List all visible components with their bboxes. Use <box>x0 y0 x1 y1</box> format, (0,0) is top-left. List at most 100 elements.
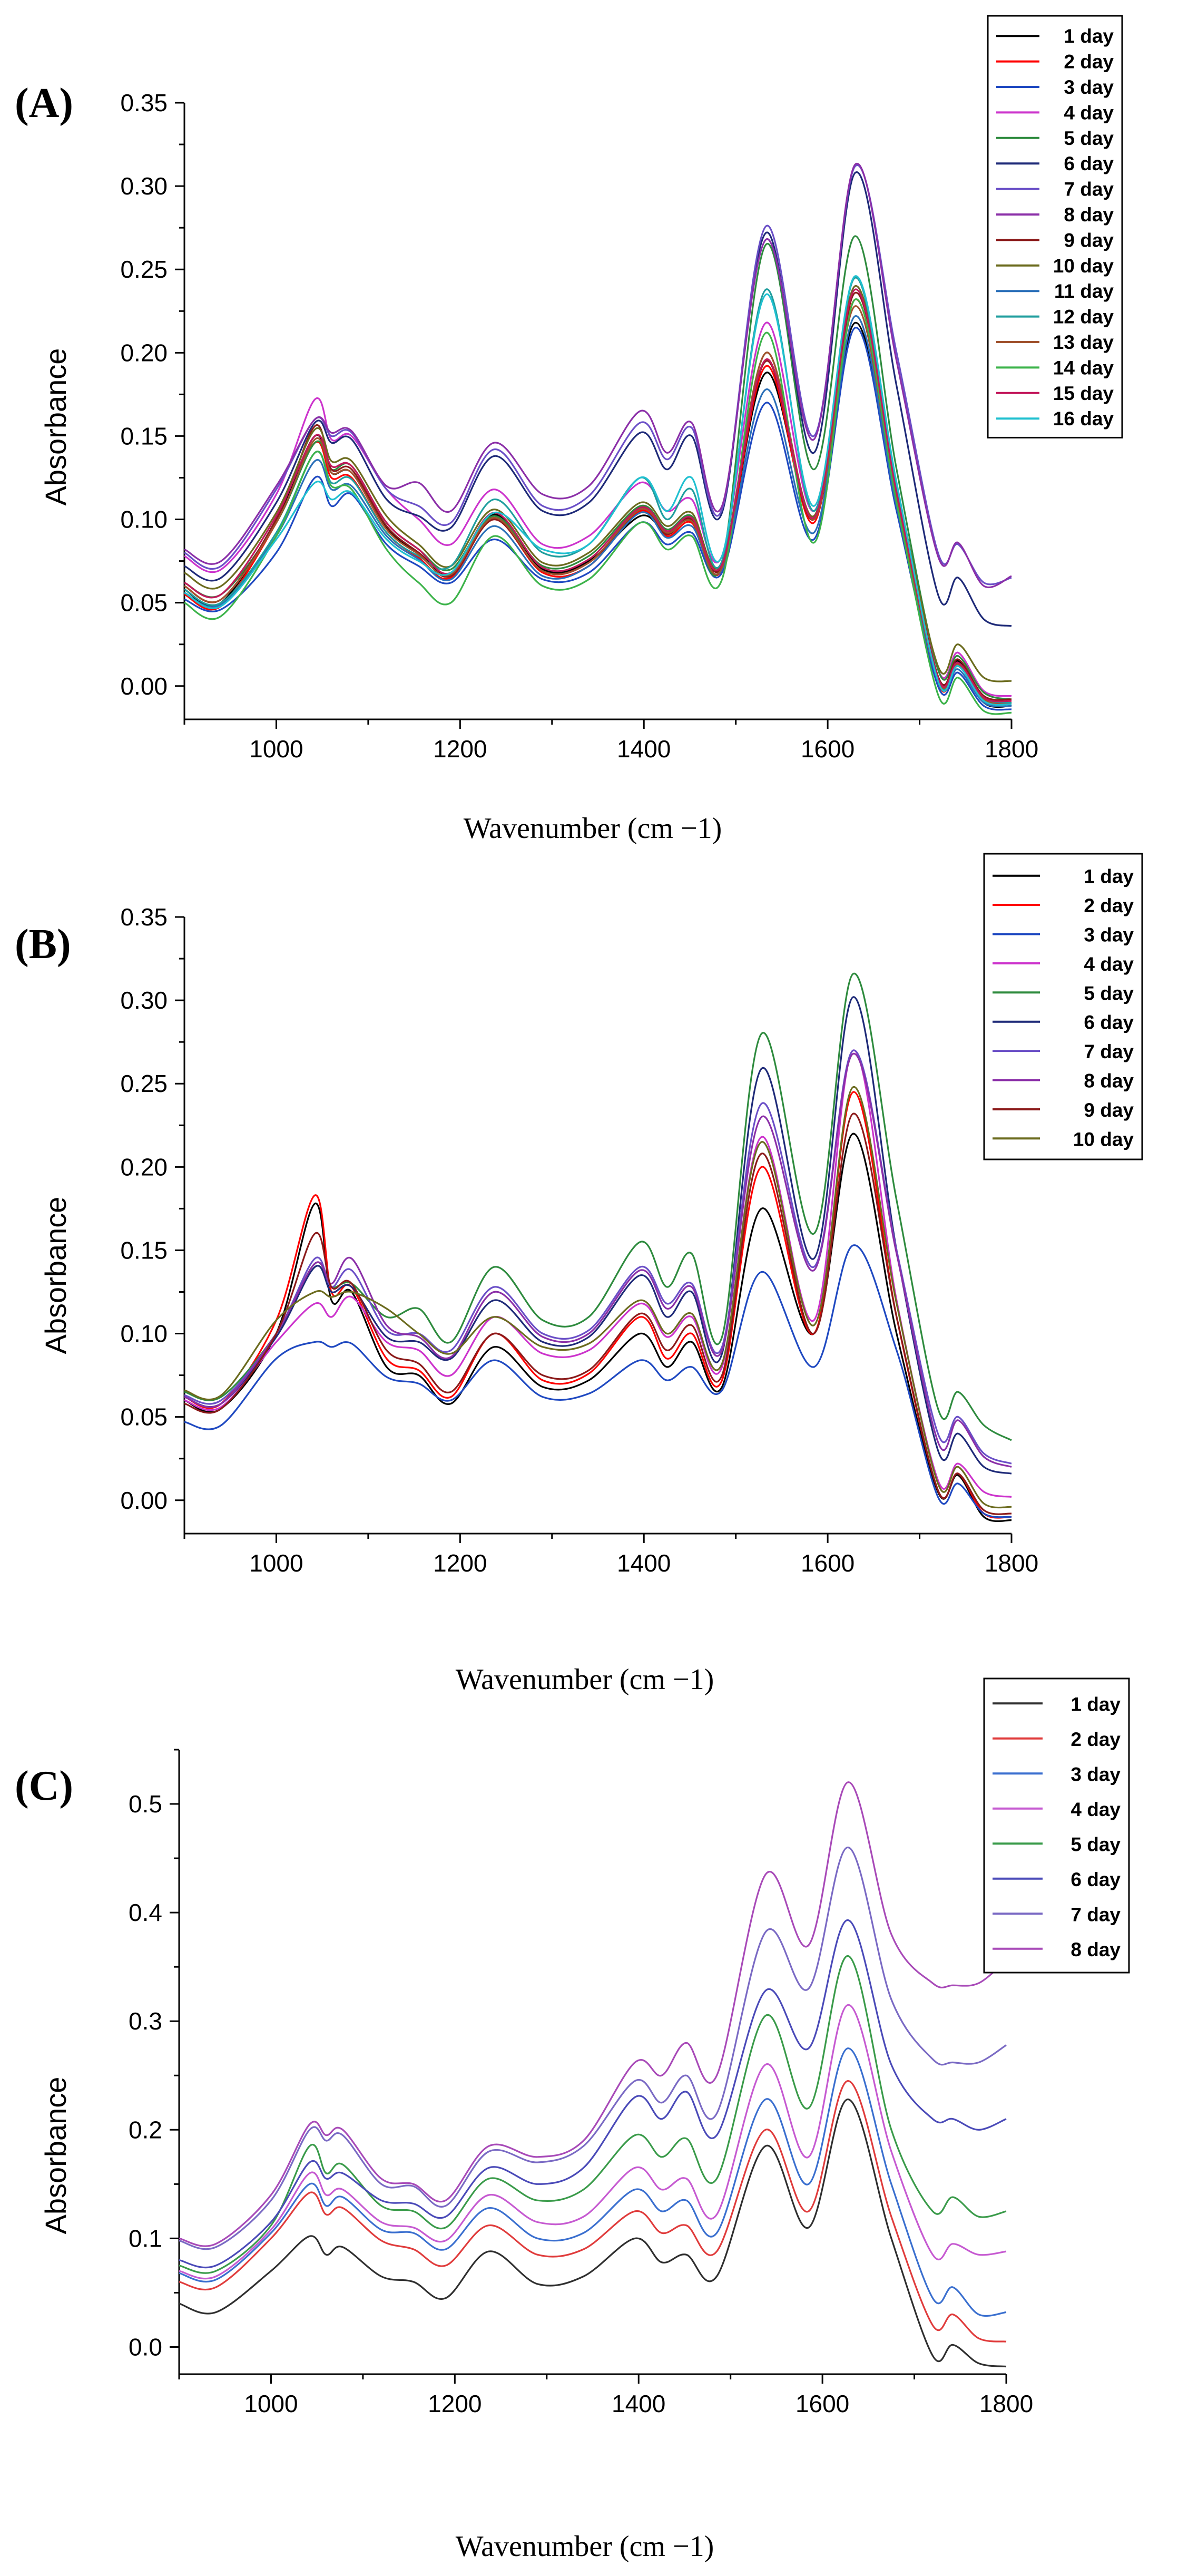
y-tick-label-b: 0.10 <box>120 1320 168 1348</box>
legend-label-c: 1 day <box>1071 1693 1121 1715</box>
series-line-b-8 <box>184 1052 1012 1468</box>
legend-label-c: 5 day <box>1071 1833 1121 1855</box>
legend-label-a: 5 day <box>1064 128 1114 149</box>
y-tick-label-c: 0.5 <box>129 1790 162 1818</box>
x-tick-label-c: 1200 <box>428 2390 482 2417</box>
legend-label-a: 1 day <box>1064 25 1114 47</box>
x-tick-label-a: 1200 <box>433 735 487 763</box>
y-tick-label-b: 0.35 <box>120 903 168 931</box>
series-line-b-5 <box>184 972 1012 1441</box>
panel-b: (B) 0.00 0.05 0.10 0.15 0.20 0.25 0.30 0.35 1000… <box>15 853 1143 1696</box>
series-line-c-4 <box>179 2004 1007 2280</box>
y-tick-label-a: 0.00 <box>120 672 168 700</box>
y-tick-label-b: 0.05 <box>120 1403 168 1431</box>
legend-c: 1 day 2 day 3 day 4 day 5 day 6 day 7 day 8 day <box>983 1677 1130 1974</box>
x-tick-label-c: 1400 <box>612 2390 665 2417</box>
series-line-b-3 <box>184 1244 1012 1518</box>
series-line-c-1 <box>179 2099 1007 2368</box>
y-tick-label-b: 0.25 <box>120 1070 168 1097</box>
legend-label-b: 9 day <box>1084 1099 1134 1121</box>
y-tick-label-a: 0.20 <box>120 339 168 366</box>
y-axis-title-c: Absorbance <box>39 2077 72 2235</box>
y-tick-label-a: 0.05 <box>120 589 168 617</box>
series-line-a-14 <box>184 298 1012 715</box>
plot-area-c: 0.0 0.1 0.2 0.3 0.4 0.5 1000 1200 1400 1600 1800 <box>129 1749 1033 2417</box>
y-tick-label-c: 0.0 <box>129 2333 162 2360</box>
y-tick-label-a: 0.15 <box>120 422 168 450</box>
x-tick-label-c: 1000 <box>244 2390 298 2417</box>
series-line-c-8 <box>179 1781 1007 2247</box>
y-tick-label-b: 0.30 <box>120 987 168 1014</box>
x-tick-label-b: 1800 <box>985 1549 1038 1577</box>
panel-label-a: (A) <box>15 80 73 126</box>
legend-label-c: 2 day <box>1071 1729 1121 1750</box>
y-tick-label-a: 0.30 <box>120 172 168 200</box>
y-tick-label-b: 0.20 <box>120 1153 168 1180</box>
legend-label-b: 8 day <box>1084 1070 1134 1092</box>
legend-label-c: 6 day <box>1071 1869 1121 1890</box>
y-tick-label-c: 0.3 <box>129 2007 162 2035</box>
series-line-c-6 <box>179 1919 1007 2269</box>
x-axis-title-c: Wavenumber (cm −1) <box>456 2530 714 2563</box>
legend-label-a: 13 day <box>1053 331 1114 353</box>
x-tick-label-c: 1600 <box>796 2390 849 2417</box>
legend-label-a: 15 day <box>1053 383 1114 404</box>
legend-label-b: 2 day <box>1084 895 1134 916</box>
legend-label-a: 2 day <box>1064 51 1114 73</box>
series-line-c-2 <box>179 2080 1007 2343</box>
legend-b: 1 day 2 day 3 day 4 day 5 day 6 day 7 day 8 day… <box>983 853 1143 1160</box>
legend-label-a: 7 day <box>1064 179 1114 200</box>
legend-label-a: 12 day <box>1053 306 1114 328</box>
legend-a: 1 day 2 day 3 day 4 day 5 day 6 day 7 day 8 day… <box>987 15 1123 438</box>
legend-label-c: 8 day <box>1071 1939 1121 1960</box>
series-line-c-5 <box>179 1955 1007 2274</box>
x-axis-title-b: Wavenumber (cm −1) <box>456 1663 714 1696</box>
series-line-a-16 <box>184 275 1012 706</box>
panel-label-c: (C) <box>15 1763 73 1809</box>
legend-label-b: 7 day <box>1084 1041 1134 1062</box>
x-tick-label-a: 1400 <box>617 735 671 763</box>
legend-label-c: 3 day <box>1071 1763 1121 1785</box>
series-line-a-8 <box>184 162 1012 588</box>
x-tick-label-c: 1800 <box>979 2390 1033 2417</box>
y-tick-label-b: 0.00 <box>120 1487 168 1514</box>
y-tick-label-b: 0.15 <box>120 1236 168 1264</box>
series-line-c-7 <box>179 1846 1007 2250</box>
series-line-c-3 <box>179 2047 1007 2317</box>
legend-label-b: 1 day <box>1084 866 1134 887</box>
panel-a: (A) 0.00 0.05 0.10 0.15 0.20 0.25 0.30 0.35 1000… <box>15 15 1123 845</box>
legend-label-b: 5 day <box>1084 982 1134 1004</box>
series-line-a-3 <box>184 327 1012 711</box>
legend-label-a: 3 day <box>1064 76 1114 98</box>
legend-label-a: 9 day <box>1064 229 1114 251</box>
legend-label-a: 4 day <box>1064 102 1114 123</box>
y-tick-label-c: 0.2 <box>129 2116 162 2143</box>
series-line-a-5 <box>184 235 1012 700</box>
legend-label-b: 10 day <box>1073 1128 1134 1150</box>
x-tick-label-b: 1200 <box>433 1549 487 1577</box>
x-tick-label-b: 1400 <box>617 1549 671 1577</box>
x-tick-label-b: 1000 <box>249 1549 303 1577</box>
y-axis-title-b: Absorbance <box>39 1197 72 1354</box>
y-tick-label-c: 0.4 <box>129 1899 162 1926</box>
panel-c: (C) 0.0 0.1 0.2 0.3 0.4 0.5 1000 1200 1400 1600 18… <box>15 1677 1130 2563</box>
legend-label-a: 10 day <box>1053 255 1114 277</box>
series-line-a-7 <box>184 164 1012 586</box>
panel-label-b: (B) <box>15 921 71 968</box>
x-tick-label-a: 1000 <box>249 735 303 763</box>
plot-area-a: 0.00 0.05 0.10 0.15 0.20 0.25 0.30 0.35 1000 1200… <box>120 89 1038 763</box>
legend-label-a: 6 day <box>1064 153 1114 174</box>
legend-label-a: 8 day <box>1064 204 1114 226</box>
x-tick-label-b: 1600 <box>801 1549 855 1577</box>
legend-label-a: 14 day <box>1053 357 1114 378</box>
y-tick-label-a: 0.10 <box>120 506 168 533</box>
legend-label-a: 16 day <box>1053 408 1114 430</box>
x-tick-label-a: 1600 <box>801 735 855 763</box>
series-line-b-10 <box>184 1086 1012 1509</box>
x-tick-label-a: 1800 <box>985 735 1038 763</box>
series-line-b-9 <box>184 1113 1012 1515</box>
y-tick-label-c: 0.1 <box>129 2224 162 2252</box>
legend-label-c: 7 day <box>1071 1904 1121 1925</box>
legend-label-b: 3 day <box>1084 924 1134 946</box>
